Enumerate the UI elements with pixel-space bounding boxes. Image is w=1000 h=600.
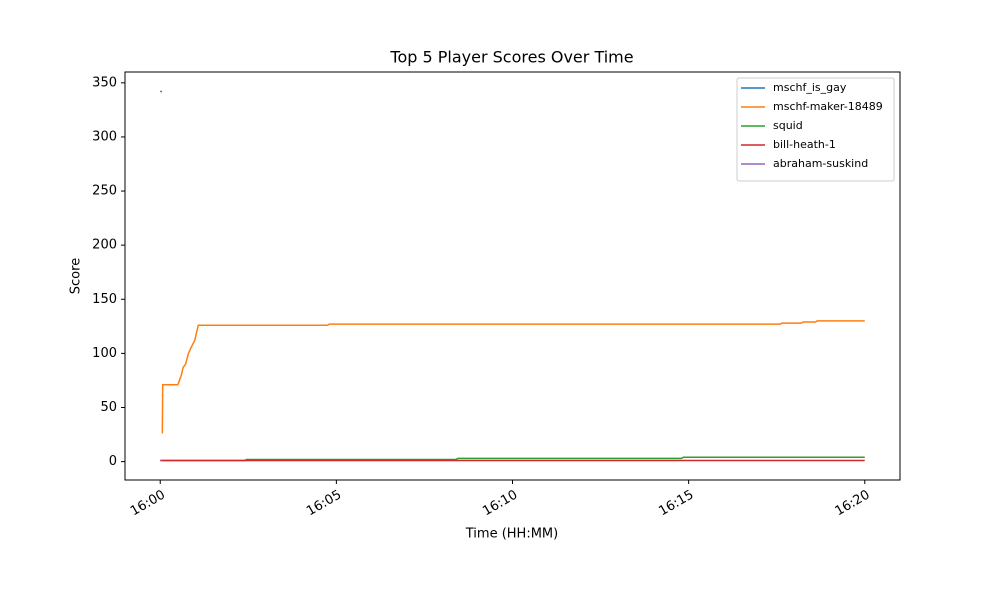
y-tick-label: 200 [92,238,117,253]
legend-label: mschf-maker-18489 [773,100,883,113]
y-tick-label: 300 [92,129,117,144]
y-tick-label: 350 [92,75,117,90]
plot-area [160,90,865,462]
y-tick-label: 150 [92,292,117,307]
legend-label: mschf_is_gay [773,81,847,94]
x-axis-label: Time (HH:MM) [465,527,558,542]
y-tick-label: 250 [92,184,117,199]
y-axis-label: Score [69,258,84,294]
y-tick-label: 100 [92,346,117,361]
legend-label: bill-heath-1 [773,138,836,151]
y-tick-label: 50 [100,400,117,415]
legend-label: squid [773,119,803,132]
legend-box [736,77,895,182]
series-line [161,320,865,434]
legend-label: abraham-suskind [773,157,868,170]
y-tick-label: 0 [109,454,117,469]
chart-title: Top 5 Player Scores Over Time [389,48,633,67]
